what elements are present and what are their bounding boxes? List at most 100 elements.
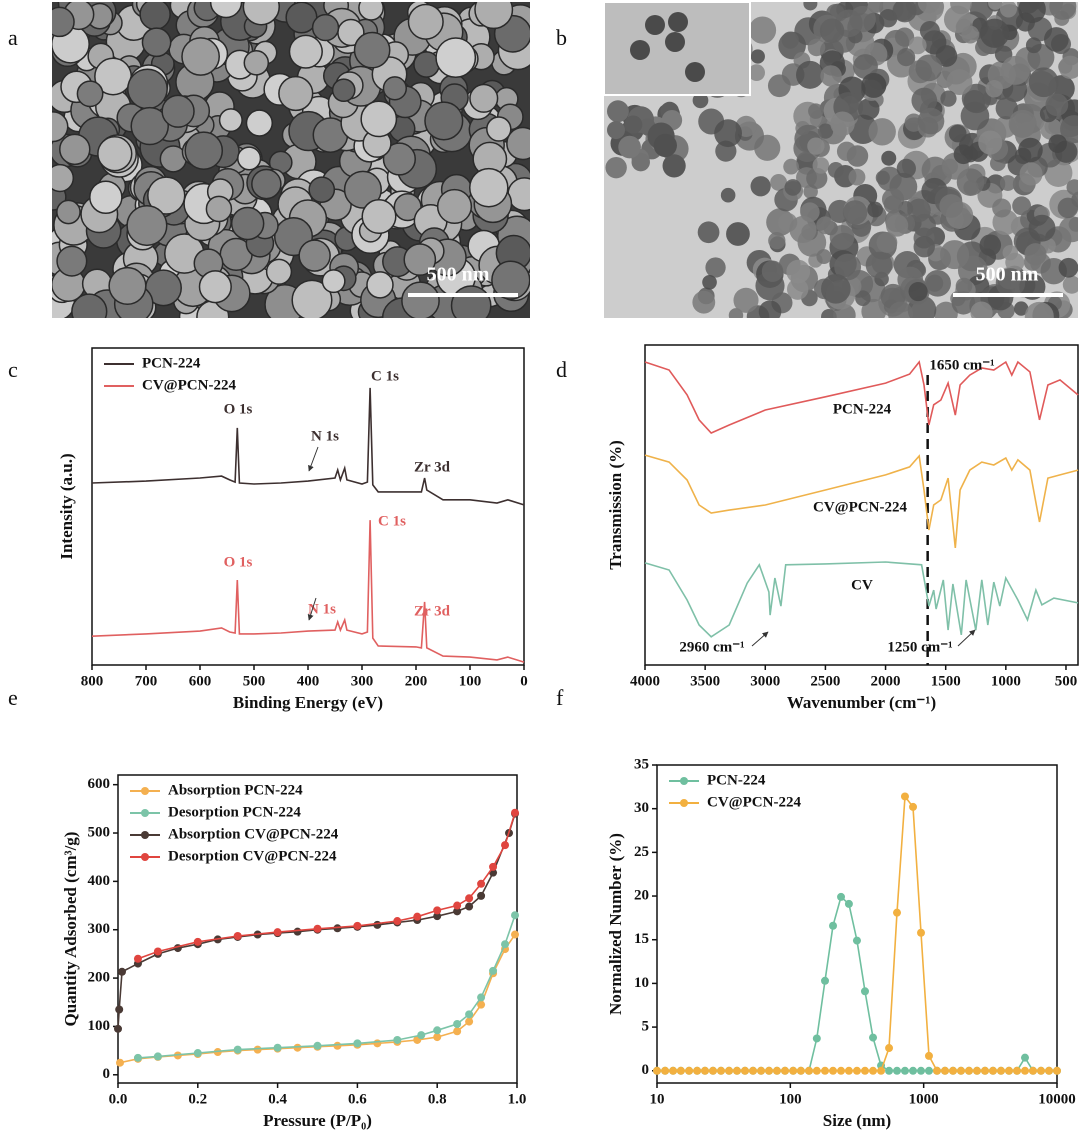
x-tick-label: 800 <box>81 673 104 689</box>
particle <box>819 18 845 43</box>
data-point <box>749 1066 758 1075</box>
particle <box>251 168 282 200</box>
annotation: O 1s <box>224 401 253 417</box>
legend-marker <box>141 787 149 795</box>
particle <box>883 195 903 214</box>
particle <box>919 20 940 41</box>
particle <box>796 60 825 89</box>
data-point <box>393 1035 402 1044</box>
data-point <box>115 1058 124 1067</box>
data-point <box>717 1066 726 1075</box>
x-tick-label: 300 <box>351 673 374 689</box>
x-tick-label: 1000 <box>909 1091 939 1107</box>
particle <box>181 37 220 76</box>
x-tick-label: 0 <box>520 673 528 689</box>
data-point <box>1013 1066 1022 1075</box>
data-point <box>465 894 474 903</box>
x-tick-label: 600 <box>189 673 212 689</box>
particle <box>1058 55 1078 80</box>
particle <box>424 101 464 141</box>
data-point <box>700 1066 709 1075</box>
y-tick-label: 5 <box>642 1019 650 1035</box>
particle <box>953 144 974 165</box>
particle <box>366 271 394 299</box>
y-tick-label: 35 <box>634 756 649 772</box>
panel-label: f <box>556 685 564 710</box>
particle <box>787 278 809 300</box>
data-point <box>909 802 918 811</box>
data-point <box>780 1066 789 1075</box>
particle <box>1018 2 1046 24</box>
panel-label: e <box>8 685 18 710</box>
x-tick-label: 500 <box>243 673 266 689</box>
particle <box>97 136 133 172</box>
particle <box>702 274 717 290</box>
particle <box>992 198 1012 218</box>
data-point <box>417 1031 426 1040</box>
data-point <box>900 792 909 801</box>
particle <box>265 258 293 285</box>
y-axis-label: Quantity Adsorbed (cm³/g) <box>61 832 80 1027</box>
particle <box>331 78 356 103</box>
legend-label: PCN-224 <box>142 355 201 371</box>
data-point <box>293 927 302 936</box>
data-point <box>115 1005 124 1014</box>
particle <box>761 260 784 283</box>
data-point <box>980 1066 989 1075</box>
particle <box>836 141 857 162</box>
x-tick-label: 0.8 <box>428 1091 447 1107</box>
x-tick-label: 1500 <box>931 673 961 689</box>
series-line <box>657 794 1057 1072</box>
particle <box>52 6 75 38</box>
legend-label: Desorption CV@PCN-224 <box>168 848 337 864</box>
particle <box>720 187 736 203</box>
particle <box>184 131 224 170</box>
particle <box>360 100 398 138</box>
data-point <box>511 808 520 817</box>
annotation-arrow <box>751 631 769 647</box>
y-tick-label: 200 <box>88 970 111 986</box>
particle <box>783 158 799 175</box>
particle <box>940 90 957 107</box>
particle <box>1066 179 1078 196</box>
particle <box>915 54 943 82</box>
data-point <box>465 1017 474 1026</box>
data-point <box>796 1066 805 1075</box>
particle <box>834 253 862 281</box>
legend-label: Absorption PCN-224 <box>168 782 303 798</box>
data-point <box>353 921 362 930</box>
particle <box>469 83 499 113</box>
particle <box>161 94 195 128</box>
particle <box>298 239 331 272</box>
annotation: O 1s <box>224 554 253 570</box>
particle <box>807 137 825 155</box>
data-point <box>708 1066 717 1075</box>
particle <box>1018 137 1043 163</box>
data-point <box>765 1066 774 1075</box>
x-tick-label: 10000 <box>1038 1091 1076 1107</box>
legend-label: Desorption PCN-224 <box>168 804 301 820</box>
particle <box>692 92 709 109</box>
particle <box>321 269 346 294</box>
y-tick-label: 30 <box>634 800 649 816</box>
y-tick-label: 300 <box>88 921 111 937</box>
particle <box>403 243 437 276</box>
particle <box>935 45 958 67</box>
particle <box>343 170 382 209</box>
legend-label: PCN-224 <box>707 772 766 788</box>
data-point <box>893 908 902 917</box>
data-point <box>413 912 422 921</box>
legend-marker <box>680 777 688 785</box>
data-point <box>133 954 142 963</box>
particle <box>913 235 935 258</box>
y-tick-label: 25 <box>634 844 649 860</box>
data-point <box>433 1033 442 1042</box>
data-point <box>669 1066 678 1075</box>
particle <box>59 133 91 166</box>
particle <box>413 51 440 78</box>
particle <box>361 199 397 235</box>
particle <box>76 80 104 108</box>
particle <box>750 176 771 197</box>
data-point <box>333 1041 342 1050</box>
